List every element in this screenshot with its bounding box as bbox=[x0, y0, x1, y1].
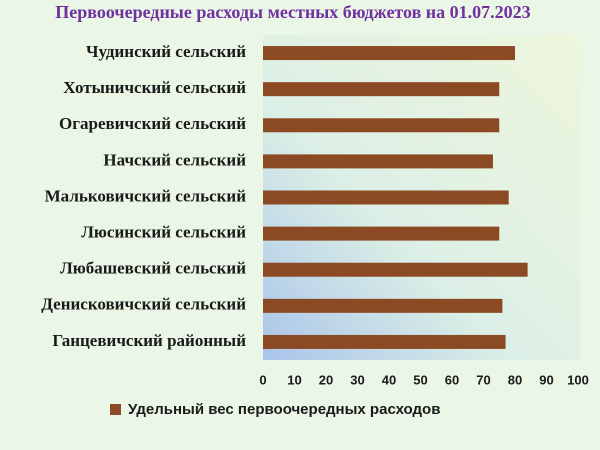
x-tick-label: 50 bbox=[413, 372, 427, 387]
bar bbox=[263, 226, 500, 241]
bar bbox=[263, 298, 503, 313]
y-tick-label: Хотыничский сельский bbox=[63, 78, 246, 97]
y-tick-label: Чудинский сельский bbox=[86, 42, 246, 61]
bar bbox=[263, 334, 506, 349]
y-tick-label: Люсинский сельский bbox=[81, 223, 246, 242]
x-tick-label: 60 bbox=[445, 372, 459, 387]
legend-label: Удельный вес первоочередных расходов bbox=[128, 401, 440, 418]
x-tick-label: 90 bbox=[539, 372, 553, 387]
bar bbox=[263, 118, 500, 133]
x-tick-label: 80 bbox=[508, 372, 522, 387]
x-tick-label: 70 bbox=[476, 372, 490, 387]
x-tick-label: 40 bbox=[382, 372, 396, 387]
x-tick-label: 0 bbox=[259, 372, 266, 387]
x-tick-label: 30 bbox=[350, 372, 364, 387]
bar bbox=[263, 46, 515, 61]
y-tick-label: Огаревичский сельский bbox=[59, 114, 246, 133]
x-tick-label: 10 bbox=[287, 372, 301, 387]
y-tick-label: Мальковичский сельский bbox=[45, 186, 247, 205]
x-tick-label: 20 bbox=[319, 372, 333, 387]
y-tick-label: Денисковичский сельский bbox=[41, 295, 246, 314]
x-tick-label: 100 bbox=[567, 372, 589, 387]
legend-swatch bbox=[110, 404, 121, 415]
y-tick-label: Любашевский сельский bbox=[60, 259, 246, 278]
chart-title: Первоочередные расходы местных бюджетов … bbox=[55, 2, 530, 22]
bar bbox=[263, 190, 509, 205]
y-tick-label: Ганцевичский районный bbox=[52, 331, 246, 350]
bar bbox=[263, 154, 493, 169]
bar bbox=[263, 82, 500, 97]
y-tick-label: Начский сельский bbox=[103, 150, 246, 169]
bar bbox=[263, 262, 528, 277]
